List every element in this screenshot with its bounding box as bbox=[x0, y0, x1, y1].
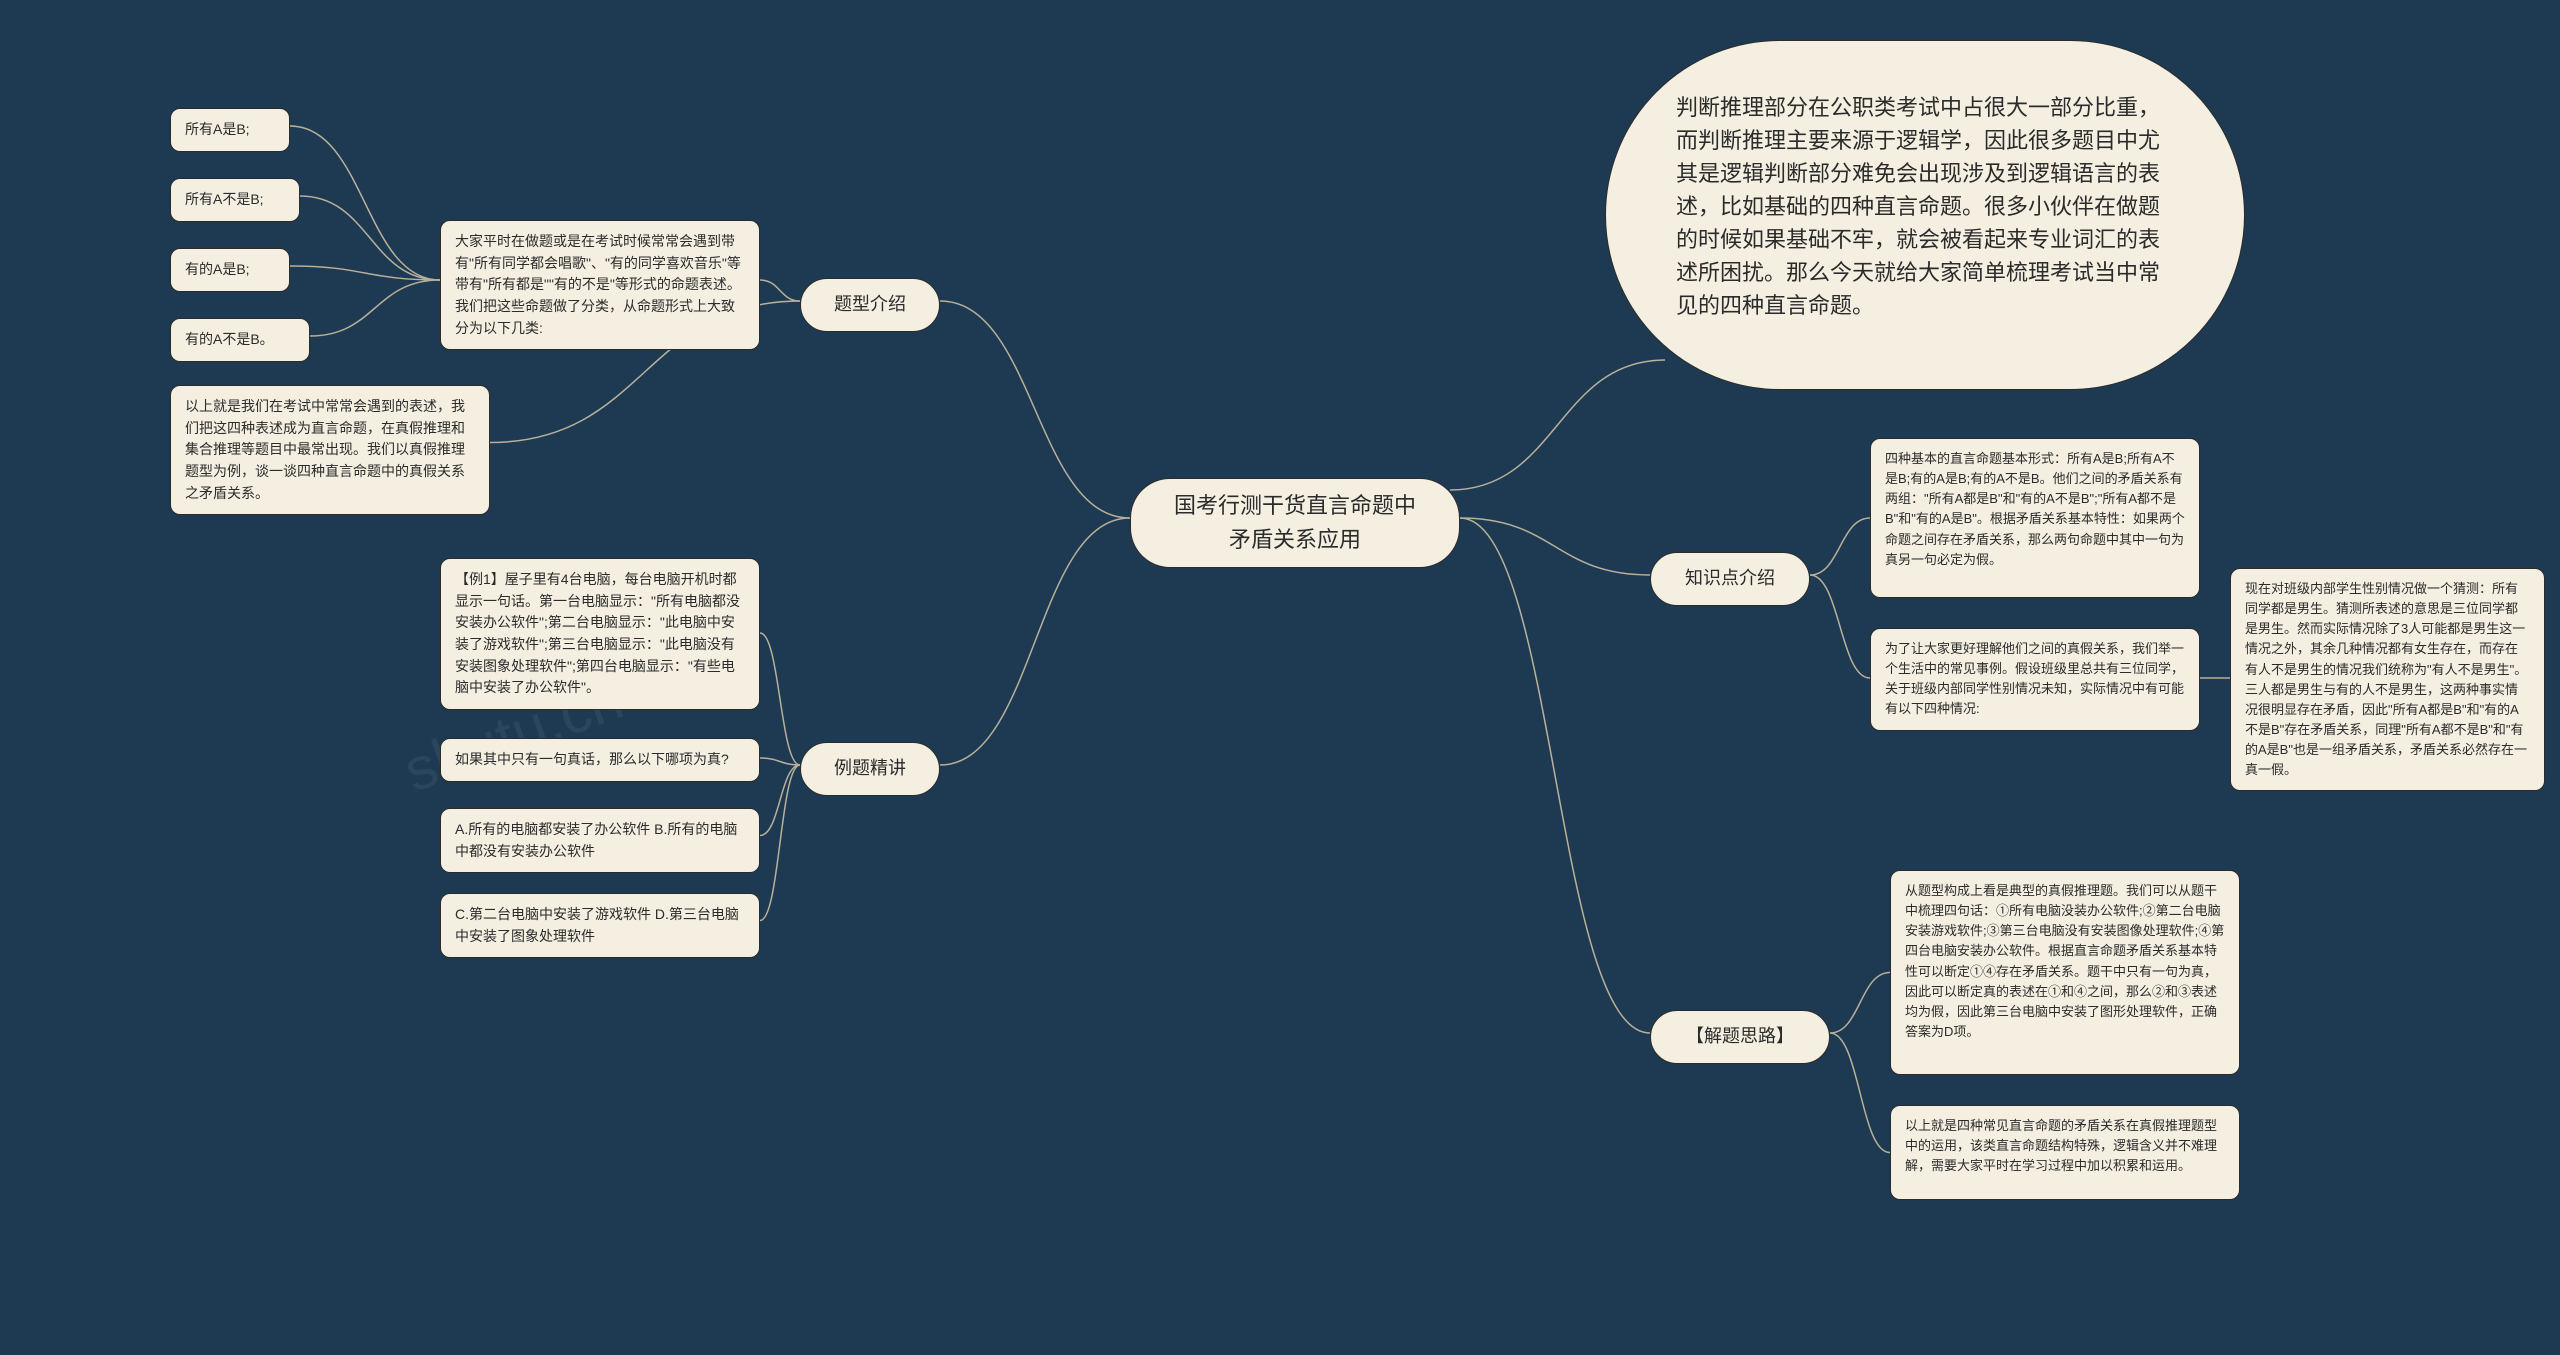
leaf-node: 以上就是四种常见直言命题的矛盾关系在真假推理题型中的运用，该类直言命题结构特殊，… bbox=[1890, 1105, 2240, 1200]
branch-node: 知识点介绍 bbox=[1650, 552, 1810, 606]
intro-node: 判断推理部分在公职类考试中占很大一部分比重，而判断推理主要来源于逻辑学，因此很多… bbox=[1605, 40, 2245, 390]
root-node: 国考行测干货直言命题中 矛盾关系应用 bbox=[1130, 478, 1460, 568]
leaf-node: C.第二台电脑中安装了游戏软件 D.第三台电脑中安装了图象处理软件 bbox=[440, 893, 760, 958]
leaf-node: A.所有的电脑都安装了办公软件 B.所有的电脑中都没有安装办公软件 bbox=[440, 808, 760, 873]
leaf-node: 大家平时在做题或是在考试时候常常会遇到带有"所有同学都会唱歌"、"有的同学喜欢音… bbox=[440, 220, 760, 350]
leaf-node: 为了让大家更好理解他们之间的真假关系，我们举一个生活中的常见事例。假设班级里总共… bbox=[1870, 628, 2200, 731]
branch-node: 【解题思路】 bbox=[1650, 1010, 1830, 1064]
leaf-node: 现在对班级内部学生性别情况做一个猜测：所有同学都是男生。猜测所表述的意思是三位同… bbox=[2230, 568, 2545, 791]
leaf-node: 如果其中只有一句真话，那么以下哪项为真? bbox=[440, 738, 760, 782]
leaf-node: 【例1】屋子里有4台电脑，每台电脑开机时都显示一句话。第一台电脑显示："所有电脑… bbox=[440, 558, 760, 710]
leaf-node: 四种基本的直言命题基本形式：所有A是B;所有A不是B;有的A是B;有的A不是B。… bbox=[1870, 438, 2200, 598]
leaf-node: 以上就是我们在考试中常常会遇到的表述，我们把这四种表述成为直言命题，在真假推理和… bbox=[170, 385, 490, 515]
leaf-node: 有的A是B; bbox=[170, 248, 290, 292]
leaf-node: 有的A不是B。 bbox=[170, 318, 310, 362]
branch-node: 例题精讲 bbox=[800, 742, 940, 796]
branch-node: 题型介绍 bbox=[800, 278, 940, 332]
leaf-node: 从题型构成上看是典型的真假推理题。我们可以从题干中梳理四句话：①所有电脑没装办公… bbox=[1890, 870, 2240, 1075]
leaf-node: 所有A是B; bbox=[170, 108, 290, 152]
leaf-node: 所有A不是B; bbox=[170, 178, 300, 222]
